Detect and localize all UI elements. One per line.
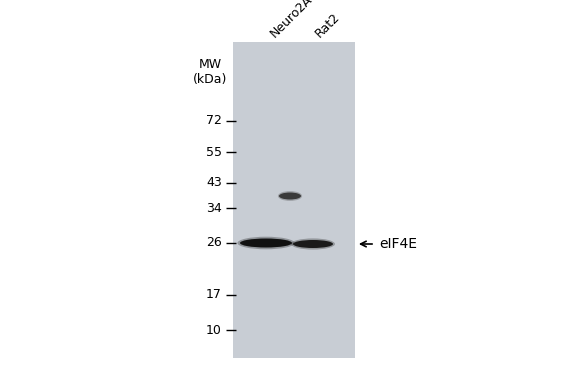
Bar	[233, 42, 355, 358]
Text: eIF4E: eIF4E	[379, 237, 417, 251]
Text: 17: 17	[206, 288, 222, 302]
Text: Neuro2A: Neuro2A	[268, 0, 315, 40]
Text: 72: 72	[206, 115, 222, 127]
Text: Rat2: Rat2	[313, 10, 343, 40]
Ellipse shape	[278, 191, 302, 201]
Ellipse shape	[291, 239, 335, 249]
Text: (kDa): (kDa)	[193, 73, 227, 85]
Ellipse shape	[279, 192, 301, 200]
Text: 55: 55	[206, 146, 222, 158]
Text: 43: 43	[206, 177, 222, 189]
Text: 26: 26	[206, 237, 222, 249]
Text: 34: 34	[206, 201, 222, 214]
Text: MW: MW	[198, 59, 222, 71]
Ellipse shape	[240, 239, 292, 248]
Ellipse shape	[237, 237, 294, 249]
Ellipse shape	[293, 240, 333, 248]
Text: 10: 10	[206, 324, 222, 336]
